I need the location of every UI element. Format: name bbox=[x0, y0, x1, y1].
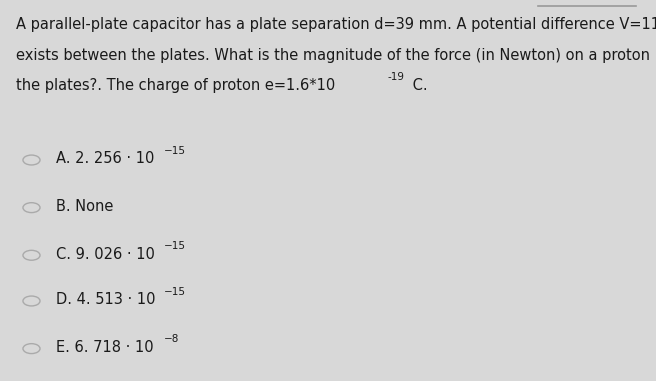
Text: −15: −15 bbox=[164, 241, 186, 251]
Text: C.: C. bbox=[408, 78, 428, 93]
Text: A. 2. 256 · 10: A. 2. 256 · 10 bbox=[56, 151, 154, 166]
Text: D. 4. 513 · 10: D. 4. 513 · 10 bbox=[56, 292, 155, 307]
Text: B. None: B. None bbox=[56, 199, 113, 214]
Text: −15: −15 bbox=[164, 287, 186, 296]
Text: A parallel-plate capacitor has a plate separation d=39 mm. A potential differenc: A parallel-plate capacitor has a plate s… bbox=[16, 17, 656, 32]
Text: −8: −8 bbox=[164, 334, 180, 344]
Text: E. 6. 718 · 10: E. 6. 718 · 10 bbox=[56, 340, 154, 355]
Text: −15: −15 bbox=[164, 146, 186, 155]
Text: the plates?. The charge of proton e=1.6*10: the plates?. The charge of proton e=1.6*… bbox=[16, 78, 336, 93]
Text: -19: -19 bbox=[387, 72, 404, 82]
Text: C. 9. 026 · 10: C. 9. 026 · 10 bbox=[56, 247, 155, 261]
Text: exists between the plates. What is the magnitude of the force (in Newton) on a p: exists between the plates. What is the m… bbox=[16, 48, 656, 62]
